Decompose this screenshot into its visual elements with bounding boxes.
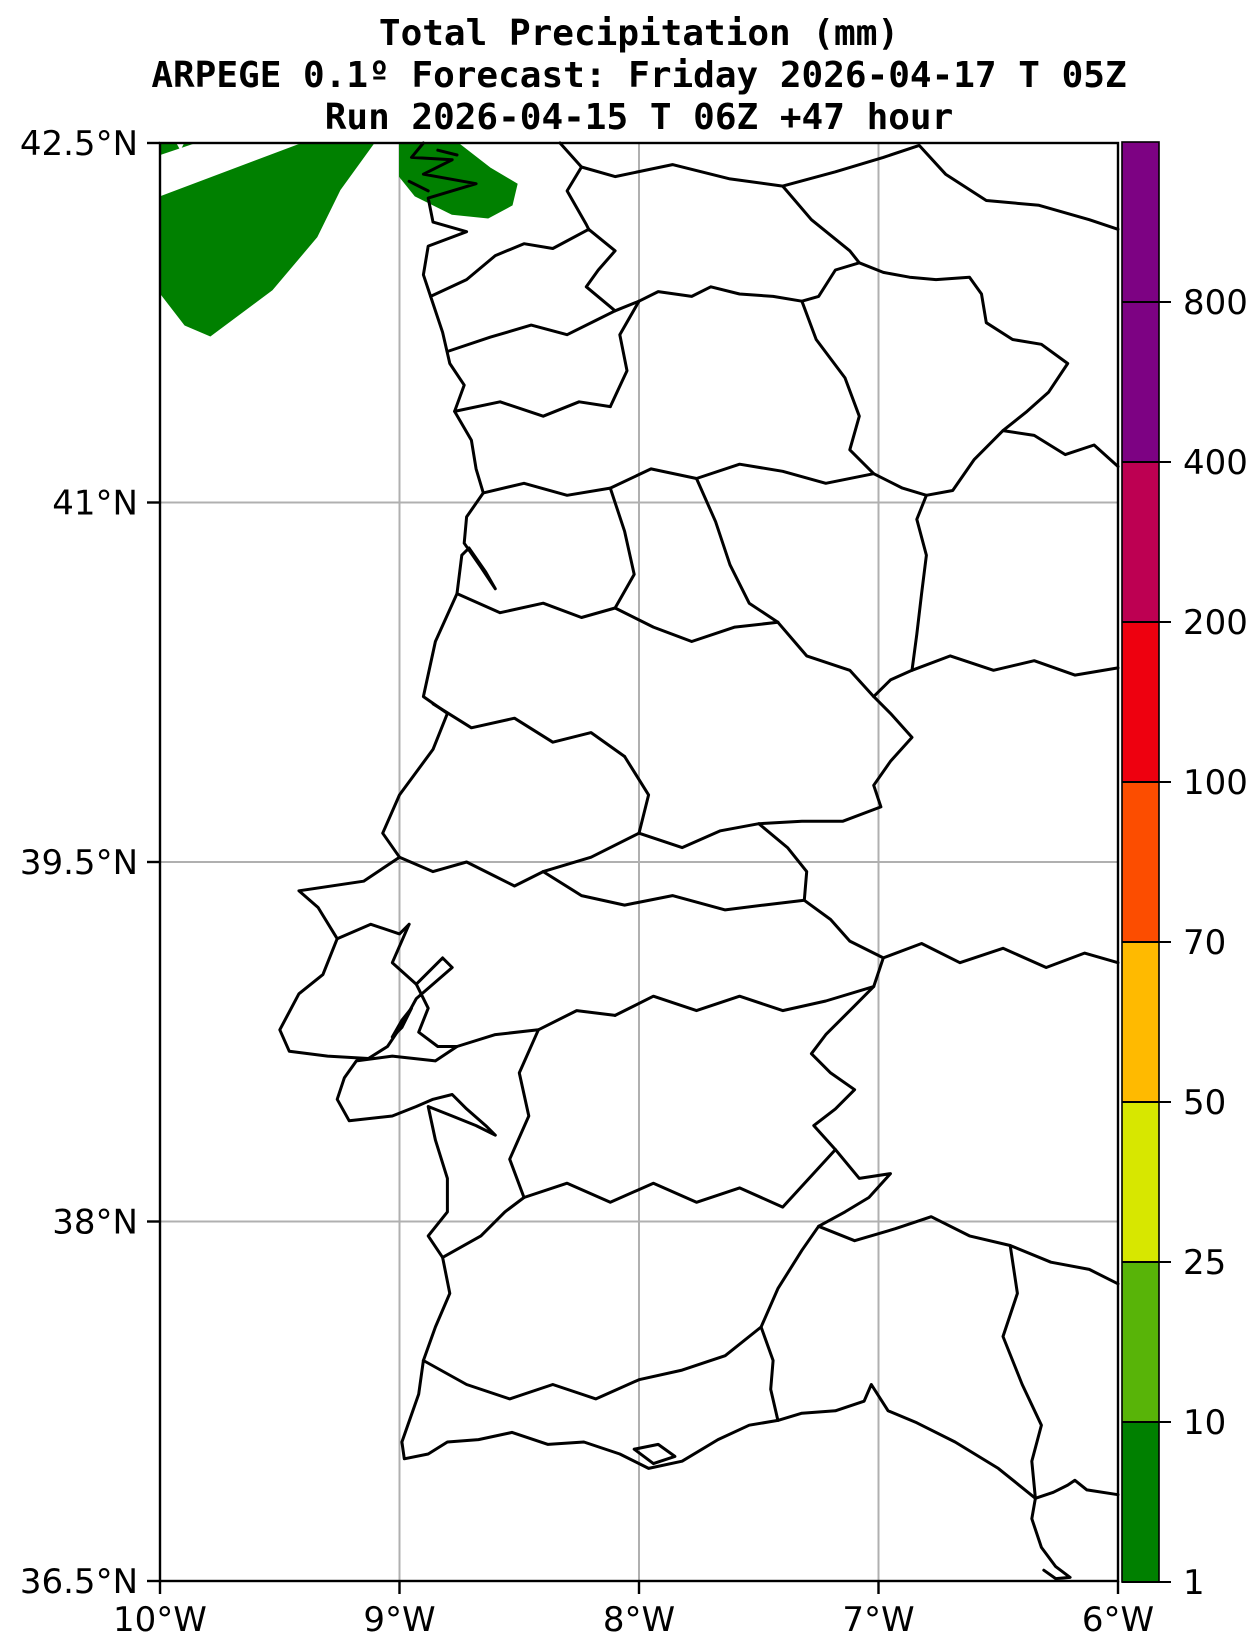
lon-tick-label: 9°W	[363, 1600, 435, 1640]
badajoz-huelva-line	[817, 1215, 1120, 1286]
colorbar-segment	[1122, 1262, 1159, 1422]
colorbar-segment	[1122, 782, 1159, 942]
setubal-beja-line	[441, 1196, 526, 1259]
west-south-coastline	[278, 141, 1120, 1500]
tejo-estuary-islet	[390, 1006, 413, 1039]
setubal-santarem-evora-line	[455, 1009, 617, 1048]
precip-region-1-10mm	[159, 142, 195, 156]
colorbar-segment	[1122, 1422, 1159, 1582]
colorbar-tick-label: 1	[1183, 1563, 1205, 1603]
viseu-guarda-line	[695, 477, 780, 624]
colorbar-segment	[1122, 622, 1159, 782]
tejo-castelobranco-santarem-line	[541, 822, 761, 874]
coimbra-castelobranco-line	[623, 755, 651, 835]
axis-ticks	[147, 141, 1120, 1594]
colorbar-segment	[1122, 942, 1159, 1102]
coastline-and-admin-boundaries	[278, 141, 1120, 1581]
colorbar-segment	[1122, 1102, 1159, 1262]
chart-subtitle-run: Run 2026-04-15 T 06Z +47 hour	[325, 97, 954, 138]
colorbar-tick-label: 70	[1183, 923, 1226, 963]
colorbar-segment	[1122, 462, 1159, 622]
axis-tick-labels: 42.5°N 41°N 39.5°N 38°N 36.5°N10°W 9°W 8°W 7°W 6…	[20, 124, 1154, 1640]
colorbar-tick-label: 200	[1183, 603, 1248, 643]
chart-subtitle-forecast: ARPEGE 0.1º Forecast: Friday 2026-04-17 …	[151, 55, 1126, 96]
chart-title: Total Precipitation (mm)	[379, 13, 899, 54]
evora-beja-line	[522, 1148, 837, 1209]
lon-tick-label: 6°W	[1082, 1600, 1154, 1640]
lon-tick-label: 8°W	[603, 1600, 675, 1640]
guadalquivir-spit	[1030, 1496, 1072, 1581]
aveiro-coimbra-line	[455, 592, 617, 619]
santarem-portalegre-line	[541, 870, 806, 912]
lisboa-leiria-line	[335, 922, 411, 941]
colorbar: 1 10 25 50 70 100 200 400 800	[1121, 141, 1248, 1603]
map-gridlines	[159, 141, 1119, 1582]
ria-formosa-lagoon	[632, 1442, 677, 1466]
douro-line	[481, 462, 928, 497]
lat-tick-label: 39.5°N	[20, 843, 138, 883]
viana-braga-line	[445, 309, 617, 353]
evora-portalegre-line	[613, 985, 876, 1017]
beja-faro-line	[421, 1325, 763, 1401]
zamora-salamanca-line	[1001, 429, 1120, 468]
portugal-spain-border	[429, 227, 1070, 1422]
lon-tick-label: 7°W	[842, 1600, 914, 1640]
colorbar-segment	[1122, 142, 1159, 302]
aveiro-viseu-line	[608, 486, 636, 610]
viseu-coimbra-line	[613, 606, 780, 643]
colorbar-segment	[1122, 302, 1159, 462]
guarda-castelobranco-line	[776, 620, 876, 699]
coimbra-leiria-line	[431, 702, 627, 758]
colorbar-tick-label: 800	[1183, 283, 1248, 323]
lat-tick-label: 42.5°N	[20, 124, 138, 164]
braga-porto-line	[453, 400, 612, 418]
lon-tick-label: 10°W	[113, 1600, 207, 1640]
lisboa-santarem-line	[390, 922, 418, 986]
colorbar-tick-label: 25	[1183, 1243, 1226, 1283]
galicia-leon-line	[558, 141, 1120, 231]
colorbar-tick-label: 50	[1183, 1083, 1226, 1123]
colorbar-tick-label: 100	[1183, 763, 1248, 803]
lat-tick-label: 38°N	[52, 1203, 138, 1243]
setubal-evora-line	[508, 1028, 540, 1199]
lat-tick-label: 36.5°N	[20, 1562, 138, 1602]
colorbar-tick-label: 400	[1183, 443, 1248, 483]
leiria-santarem-line	[398, 855, 545, 888]
precip-region-hole	[176, 143, 185, 151]
ourense-zamora-line	[781, 184, 861, 265]
lat-tick-label: 41°N	[52, 483, 138, 523]
colorbar-tick-label: 10	[1183, 1403, 1226, 1443]
precip-region-1-10mm	[159, 142, 375, 337]
pontevedra-ourense-line	[565, 165, 591, 231]
precipitation-contour-layer	[159, 142, 518, 337]
galicia-ria-fragment-1	[407, 179, 430, 193]
galicia-ria-fragment-2	[436, 148, 459, 157]
vilareal-braganca-line	[800, 299, 876, 476]
caceres-badajoz-line	[881, 942, 1120, 969]
huelva-sevilla-line	[1001, 1244, 1043, 1500]
salamanca-caceres-line	[910, 654, 1120, 677]
braga-vilareal-line	[608, 299, 641, 409]
